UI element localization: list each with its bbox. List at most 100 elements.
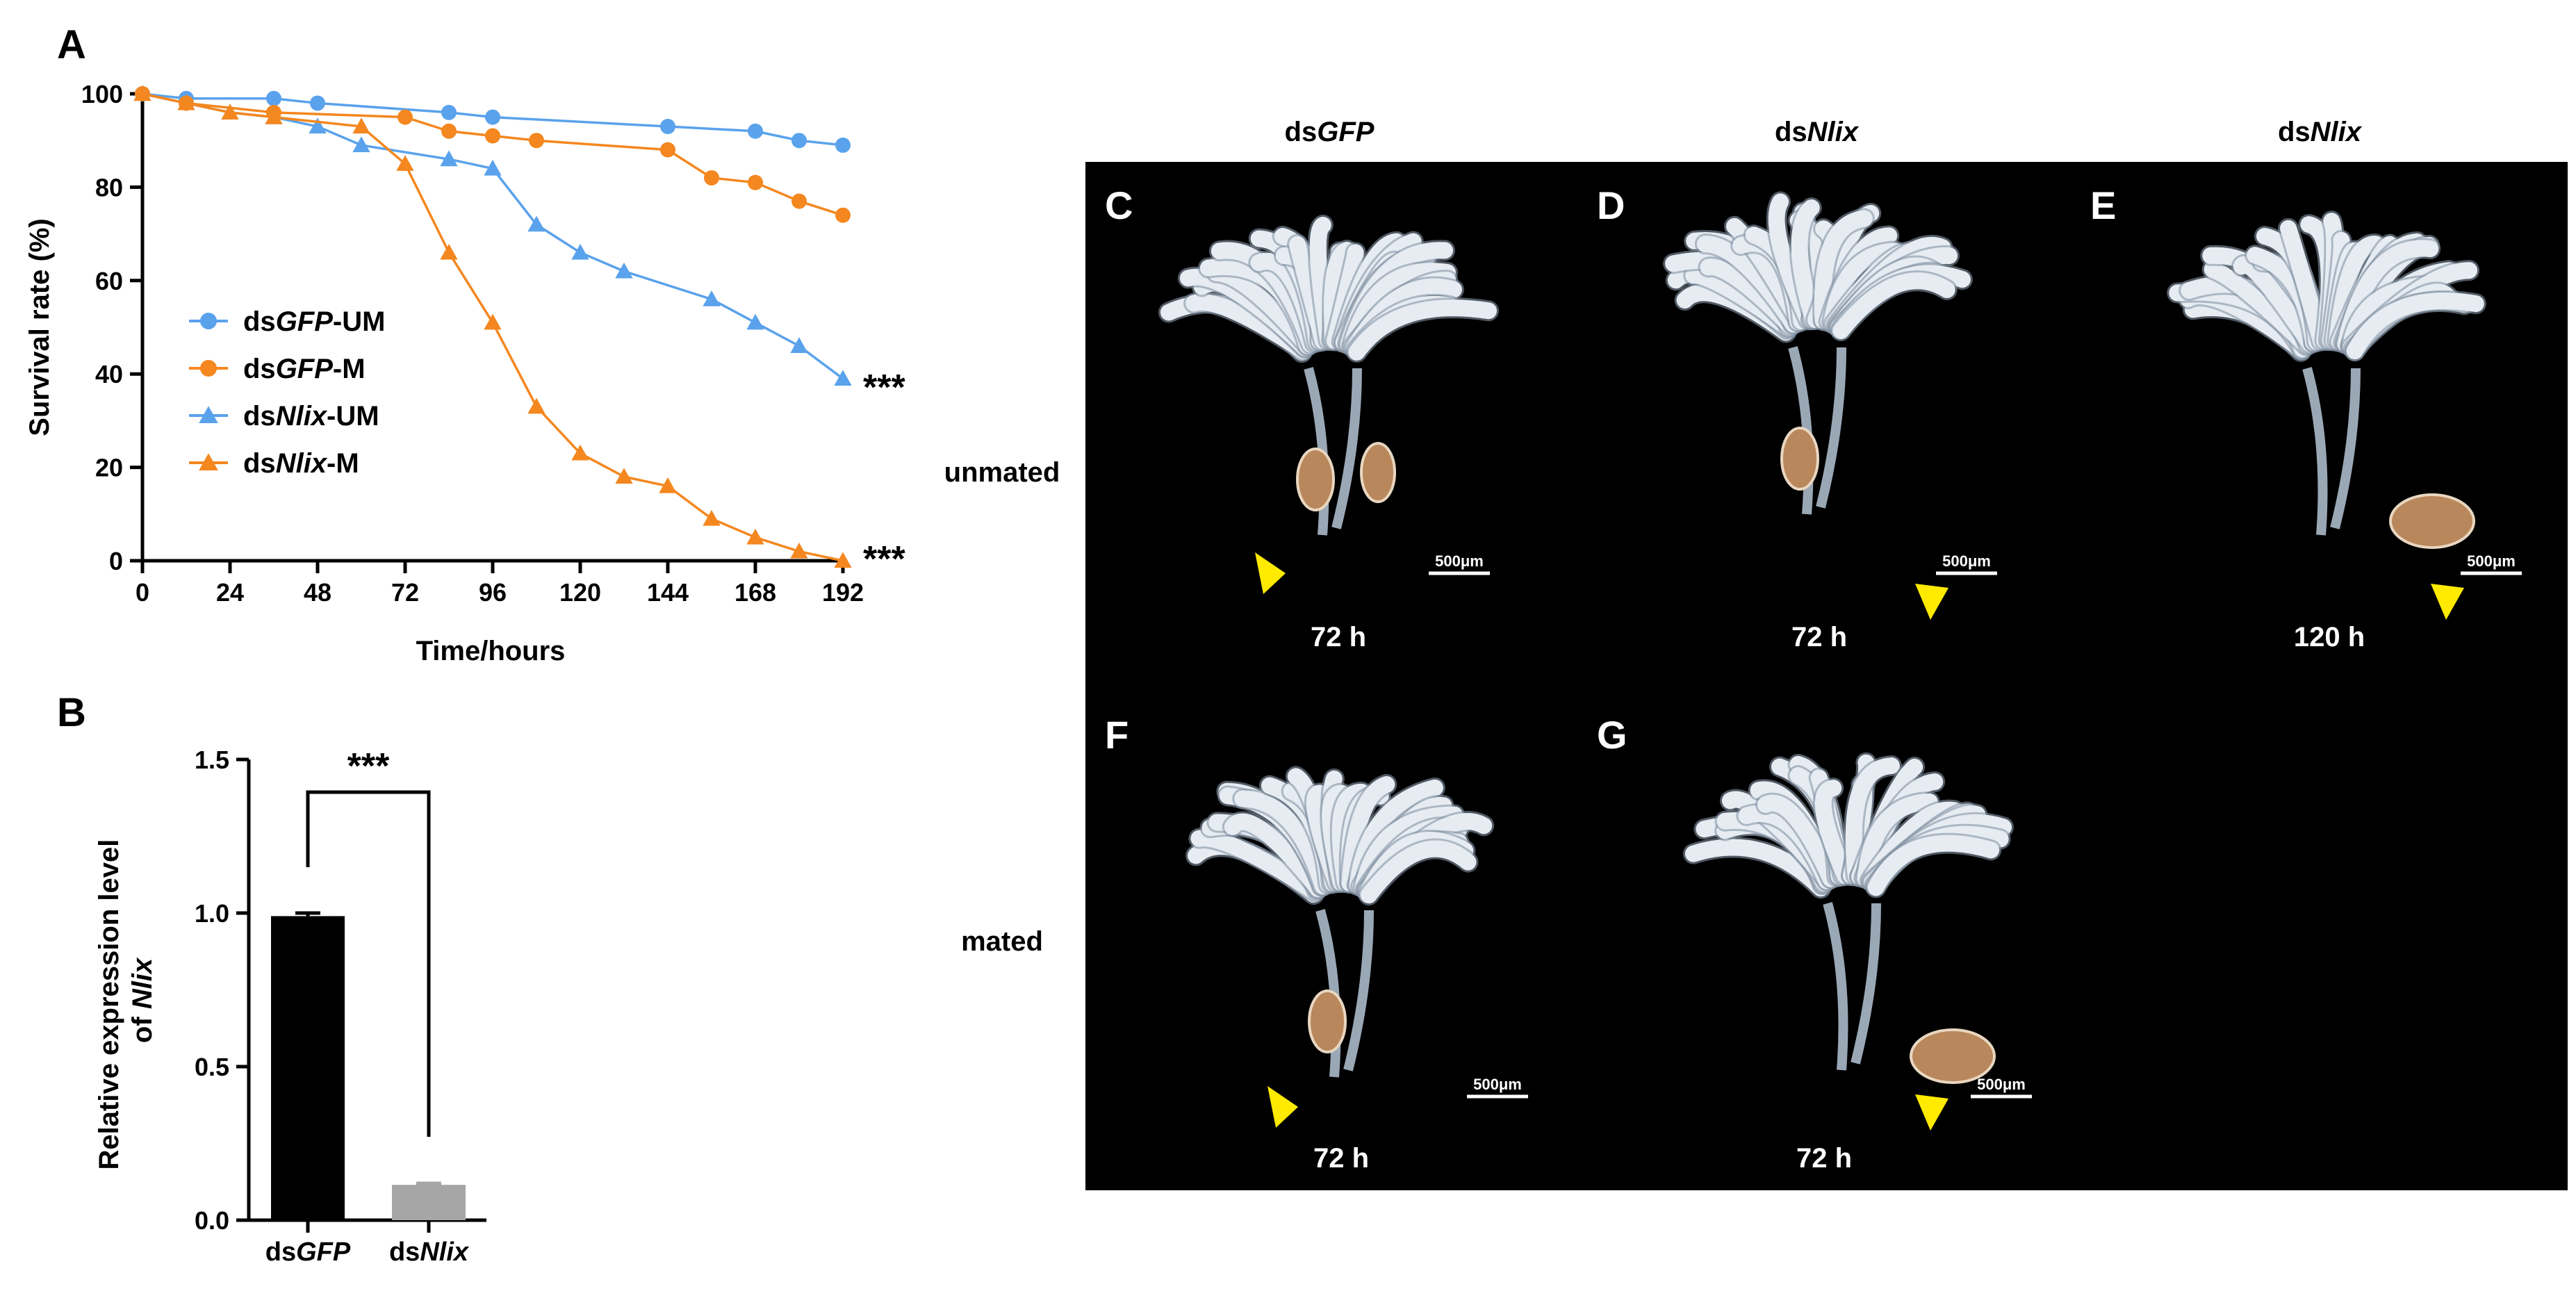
y-axis-label: Survival rate (%)	[24, 218, 55, 436]
micrograph-f: F 500μm 72 h	[1105, 713, 1528, 1174]
x-tick-label: 120	[559, 578, 601, 607]
data-point	[440, 243, 458, 260]
time-label: 72 h	[1311, 622, 1366, 652]
significance-label: ***	[347, 746, 390, 787]
data-point	[660, 142, 675, 158]
series-line	[142, 92, 844, 562]
micrograph-d: D 500μm 72 h	[1597, 183, 1997, 652]
y-axis-label: Relative expression level of Nlix	[94, 832, 158, 1170]
y-tick-label: 0	[109, 547, 123, 575]
data-point	[704, 170, 719, 186]
ovariole	[1224, 813, 1327, 897]
oviduct	[1331, 368, 1362, 529]
spermatheca	[1296, 447, 1335, 511]
y-axis-label-gene: Nlix	[127, 957, 158, 1009]
data-point	[659, 477, 677, 493]
series-line	[142, 92, 844, 217]
arrowhead-marker	[1915, 1094, 1949, 1131]
series-gfp-m	[135, 86, 851, 223]
data-point	[748, 174, 763, 190]
arrowhead-marker	[1268, 1086, 1298, 1128]
data-point	[571, 243, 589, 260]
legend-marker	[199, 406, 218, 424]
y-tick-label: 1.5	[195, 746, 229, 774]
panel-label-e: E	[2090, 183, 2116, 227]
y-tick-label: 80	[95, 173, 123, 202]
oviduct	[2302, 367, 2328, 536]
data-point	[790, 337, 808, 353]
data-point	[660, 119, 675, 135]
ovariole	[1757, 794, 1839, 887]
data-point	[397, 109, 413, 125]
panel-label-a: A	[57, 22, 86, 67]
time-label: 72 h	[1791, 622, 1847, 652]
spermatheca	[1308, 989, 1347, 1053]
data-point	[834, 370, 852, 386]
data-point	[790, 542, 808, 559]
x-tick-label: dsGFP	[265, 1238, 351, 1267]
data-point	[485, 128, 500, 144]
time-label: 120 h	[2294, 622, 2365, 652]
x-tick-label: 168	[735, 578, 776, 607]
arrowhead-marker	[1915, 584, 1949, 620]
x-tick-label: 48	[304, 578, 331, 607]
spermatheca	[1910, 1028, 1996, 1084]
y-tick-label: 100	[81, 80, 123, 108]
series-line	[142, 92, 844, 147]
data-point	[835, 137, 851, 153]
legend-marker	[199, 453, 218, 471]
x-axis-label: Time/hours	[416, 636, 566, 666]
time-label: 72 h	[1796, 1143, 1852, 1174]
data-point	[484, 159, 502, 176]
ovariole	[1814, 780, 1854, 885]
oviduct	[1816, 347, 1846, 509]
arrowhead-marker	[2431, 584, 2464, 620]
x-tick-label: 192	[822, 578, 864, 607]
data-point	[615, 262, 633, 279]
x-tick-label: 0	[136, 578, 149, 607]
ovariole	[1867, 835, 2000, 896]
x-tick-label: 72	[391, 578, 419, 607]
data-point	[527, 215, 545, 232]
legend-entry: dsNlix-M	[243, 448, 359, 479]
data-point	[396, 155, 414, 171]
row-label-mated: mated	[961, 926, 1043, 957]
ovariole	[1845, 757, 1900, 885]
ovariole	[2233, 256, 2319, 352]
ovary-illustration	[2167, 211, 2486, 549]
data-point	[485, 109, 500, 125]
data-point	[791, 193, 807, 209]
micrograph-c: C 500μm 72 h	[1105, 183, 1500, 652]
data-point	[133, 85, 151, 101]
panel-label-b: B	[57, 690, 86, 735]
oviduct	[1851, 903, 1881, 1065]
data-point	[703, 509, 721, 526]
ovariole	[2279, 220, 2330, 350]
ovariole	[1360, 840, 1477, 904]
expression-bar-chart: 0.0 0.5 1.0 1.5 dsGFP dsNlix Relative expres…	[94, 746, 486, 1267]
scale-bar-label: 500μm	[1942, 552, 1991, 570]
x-tick-label: dsNlix	[389, 1238, 470, 1267]
significance-m: ***	[863, 539, 905, 580]
data-point	[221, 104, 239, 120]
data-point	[571, 444, 589, 461]
time-label: 72 h	[1313, 1143, 1369, 1174]
panel-label-f: F	[1105, 713, 1129, 757]
data-point	[352, 136, 370, 153]
data-point	[266, 90, 281, 106]
oviduct	[1343, 910, 1374, 1071]
data-point	[177, 94, 195, 110]
oviduct	[2330, 368, 2361, 529]
bar-nlix	[392, 1185, 466, 1220]
legend-entry: dsGFP-M	[243, 354, 366, 384]
spermatheca	[1360, 442, 1396, 503]
ovariole	[1791, 199, 1822, 329]
micrograph-e: E 500μm 120 h	[2090, 183, 2522, 652]
ovariole	[1832, 272, 1955, 340]
ovariole	[1190, 830, 1324, 901]
spermatheca	[2389, 493, 2475, 549]
oviduct	[1304, 367, 1329, 536]
ovary-illustration	[1663, 191, 1973, 515]
significance-bracket	[306, 790, 431, 1137]
spermatheca	[1780, 427, 1819, 491]
